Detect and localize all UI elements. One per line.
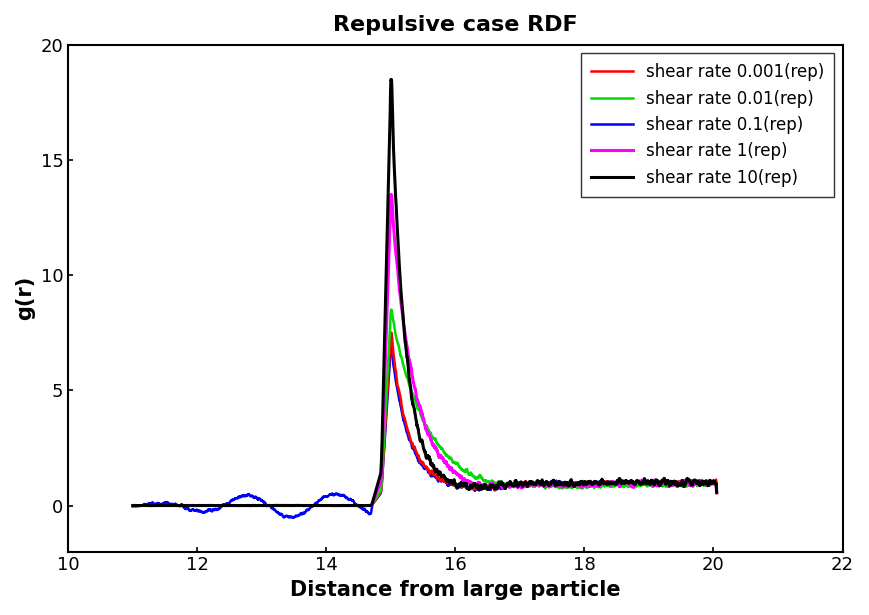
- Line: shear rate 10(rep): shear rate 10(rep): [133, 79, 717, 506]
- shear rate 0.1(rep): [700, 478, 711, 486]
- shear rate 0.001(rep): [638, 478, 648, 485]
- shear rate 0.01(rep): [377, 469, 388, 477]
- shear rate 1(rep): [136, 502, 146, 509]
- shear rate 0.001(rep): [352, 502, 362, 509]
- shear rate 0.01(rep): [386, 306, 396, 314]
- shear rate 0.1(rep): [386, 341, 396, 348]
- shear rate 0.001(rep): [377, 473, 388, 480]
- shear rate 1(rep): [377, 450, 388, 458]
- shear rate 1(rep): [712, 488, 722, 495]
- shear rate 1(rep): [352, 502, 362, 509]
- shear rate 0.01(rep): [194, 502, 204, 509]
- X-axis label: Distance from large particle: Distance from large particle: [290, 580, 620, 600]
- shear rate 10(rep): [128, 502, 138, 509]
- shear rate 0.1(rep): [352, 501, 362, 509]
- shear rate 10(rep): [712, 489, 722, 496]
- Line: shear rate 0.1(rep): shear rate 0.1(rep): [133, 344, 717, 517]
- shear rate 0.001(rep): [386, 329, 396, 336]
- shear rate 0.001(rep): [194, 502, 204, 509]
- shear rate 10(rep): [229, 502, 240, 509]
- shear rate 0.1(rep): [229, 496, 239, 503]
- shear rate 10(rep): [161, 502, 171, 509]
- shear rate 1(rep): [638, 477, 648, 485]
- Title: Repulsive case RDF: Repulsive case RDF: [333, 15, 578, 35]
- Line: shear rate 1(rep): shear rate 1(rep): [133, 194, 717, 506]
- shear rate 10(rep): [352, 502, 362, 509]
- Legend: shear rate 0.001(rep), shear rate 0.01(rep), shear rate 0.1(rep), shear rate 1(r: shear rate 0.001(rep), shear rate 0.01(r…: [580, 54, 834, 197]
- shear rate 0.1(rep): [377, 475, 388, 482]
- shear rate 0.01(rep): [216, 502, 226, 509]
- shear rate 0.01(rep): [128, 502, 138, 509]
- shear rate 0.001(rep): [212, 502, 222, 509]
- shear rate 0.01(rep): [700, 482, 711, 490]
- shear rate 0.001(rep): [712, 486, 722, 493]
- shear rate 0.01(rep): [638, 480, 648, 488]
- shear rate 1(rep): [195, 502, 205, 509]
- shear rate 1(rep): [700, 480, 711, 487]
- shear rate 0.1(rep): [194, 507, 204, 515]
- shear rate 0.01(rep): [229, 502, 240, 509]
- shear rate 10(rep): [195, 502, 205, 509]
- shear rate 0.1(rep): [712, 488, 722, 495]
- shear rate 0.1(rep): [638, 479, 648, 486]
- shear rate 0.01(rep): [352, 502, 362, 509]
- shear rate 10(rep): [377, 431, 388, 438]
- shear rate 0.001(rep): [229, 502, 240, 509]
- shear rate 0.1(rep): [289, 514, 299, 521]
- Line: shear rate 0.01(rep): shear rate 0.01(rep): [133, 310, 717, 506]
- shear rate 10(rep): [638, 480, 648, 487]
- Line: shear rate 0.001(rep): shear rate 0.001(rep): [133, 333, 717, 506]
- shear rate 0.01(rep): [712, 487, 722, 494]
- shear rate 0.1(rep): [128, 502, 138, 510]
- shear rate 10(rep): [700, 477, 711, 485]
- Y-axis label: g(r): g(r): [15, 276, 35, 320]
- shear rate 1(rep): [386, 191, 396, 198]
- shear rate 10(rep): [386, 76, 396, 83]
- shear rate 1(rep): [128, 502, 138, 509]
- shear rate 1(rep): [229, 502, 240, 509]
- shear rate 0.001(rep): [128, 502, 138, 509]
- shear rate 0.001(rep): [700, 477, 711, 485]
